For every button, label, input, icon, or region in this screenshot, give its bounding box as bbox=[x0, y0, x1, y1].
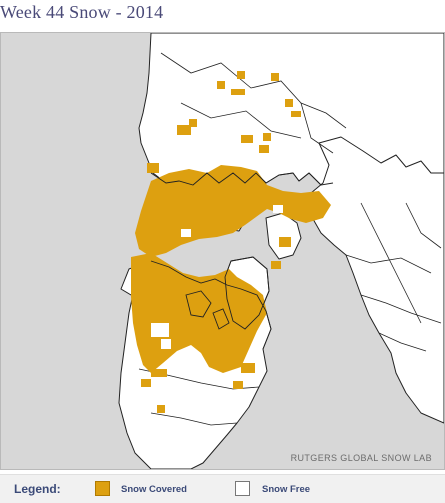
snow-free-label: Snow Free bbox=[262, 484, 311, 495]
legend-title: Legend: bbox=[14, 482, 61, 496]
coastline-overlay bbox=[150, 172, 334, 350]
credit-label: RUTGERS GLOBAL SNOW LAB bbox=[290, 453, 432, 463]
polar-projection-map bbox=[1, 33, 444, 469]
boundaries bbox=[138, 52, 442, 426]
snow-cover-map: RUTGERS GLOBAL SNOW LAB bbox=[0, 32, 445, 470]
snow-covered-swatch bbox=[95, 481, 110, 496]
snow-free-gaps bbox=[151, 205, 283, 349]
snow-free-swatch bbox=[235, 481, 250, 496]
map-title: Week 44 Snow - 2014 bbox=[0, 2, 164, 22]
legend-bar: Legend: Snow Covered Snow Free bbox=[0, 474, 445, 503]
snow-covered-label: Snow Covered bbox=[121, 484, 187, 495]
